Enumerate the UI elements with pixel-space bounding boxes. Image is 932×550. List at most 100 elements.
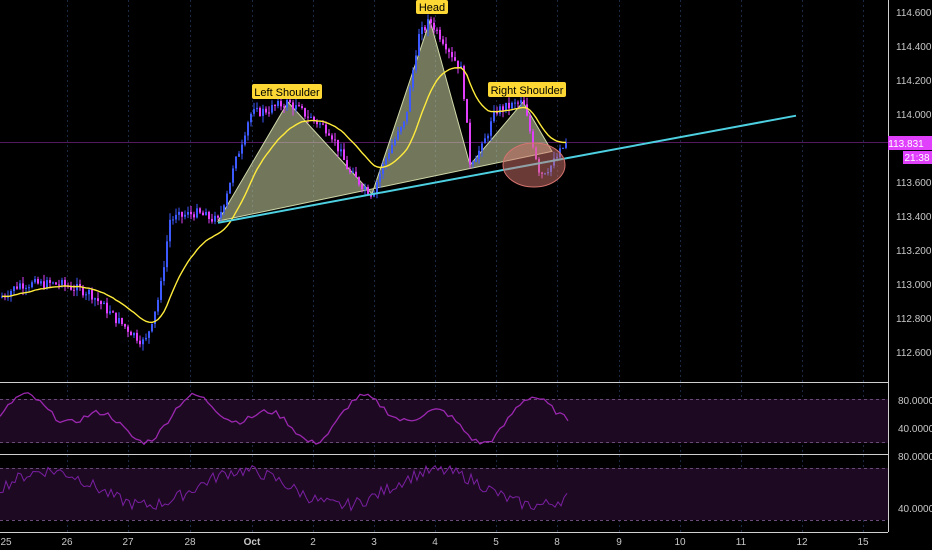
candle-body bbox=[133, 332, 135, 336]
candle-body bbox=[34, 279, 36, 283]
candle-body bbox=[406, 111, 408, 122]
candle-body bbox=[199, 208, 201, 213]
candle-body bbox=[241, 144, 243, 154]
candle-body bbox=[511, 102, 513, 109]
candle-body bbox=[115, 312, 117, 324]
candle-body bbox=[421, 27, 423, 35]
current-price-tag: 113.831 21:38 bbox=[888, 136, 932, 164]
candle-body bbox=[55, 282, 57, 285]
oscillator-2-line bbox=[0, 464, 568, 512]
candle-body bbox=[475, 158, 477, 163]
candle-body bbox=[301, 106, 303, 108]
date-label: 25 bbox=[0, 537, 12, 548]
price-tick: 112.800 bbox=[896, 314, 932, 325]
candle-body bbox=[484, 138, 486, 144]
candle-body bbox=[223, 205, 225, 212]
candle-body bbox=[256, 107, 258, 110]
candle-body bbox=[319, 123, 321, 125]
date-label: 10 bbox=[674, 537, 686, 548]
candle-body bbox=[202, 212, 204, 216]
candle-body bbox=[493, 111, 495, 122]
candle-body bbox=[181, 211, 183, 217]
candle-body bbox=[244, 135, 246, 145]
candle-body bbox=[526, 104, 528, 116]
candle-body bbox=[205, 211, 207, 216]
candle-body bbox=[412, 70, 414, 88]
candle-body bbox=[367, 187, 369, 195]
osc1-band bbox=[0, 399, 888, 443]
candle-body bbox=[337, 139, 339, 152]
candle-body bbox=[430, 19, 432, 23]
candle-body bbox=[253, 109, 255, 114]
candle-body bbox=[355, 171, 357, 178]
candle-body bbox=[313, 116, 315, 121]
osc2-tick: 80.0000 bbox=[898, 452, 932, 463]
candle-body bbox=[358, 177, 360, 185]
candle-body bbox=[217, 215, 219, 218]
candle-body bbox=[49, 280, 51, 283]
current-price-label: 113.831 bbox=[888, 139, 924, 150]
candle-body bbox=[196, 208, 198, 218]
candle-body bbox=[139, 340, 141, 345]
candle-body bbox=[169, 219, 171, 242]
candle-body bbox=[79, 284, 81, 288]
date-label: 5 bbox=[493, 537, 499, 548]
date-label: 3 bbox=[371, 537, 377, 548]
candle-body bbox=[247, 122, 249, 136]
candle-body bbox=[364, 187, 366, 190]
candle-body bbox=[466, 98, 468, 123]
date-label: 27 bbox=[122, 537, 134, 548]
candle-body bbox=[523, 100, 525, 105]
price-tick: 113.400 bbox=[896, 212, 932, 223]
candle-body bbox=[277, 101, 279, 107]
candle-body bbox=[448, 49, 450, 52]
candle-body bbox=[385, 158, 387, 165]
candle-body bbox=[208, 211, 210, 219]
candle-body bbox=[562, 147, 564, 149]
date-label: 8 bbox=[554, 537, 560, 548]
candle-body bbox=[229, 182, 231, 194]
candle-body bbox=[238, 153, 240, 157]
annotation-left-shoulder: Left Shoulder bbox=[252, 84, 322, 99]
candle-body bbox=[58, 284, 60, 286]
candle-body bbox=[433, 22, 435, 30]
date-label: 9 bbox=[616, 537, 622, 548]
moving-average-line bbox=[1, 66, 567, 324]
candle-body bbox=[136, 332, 138, 341]
candle-body bbox=[145, 337, 147, 340]
candle-body bbox=[112, 311, 114, 313]
candle-body bbox=[127, 326, 129, 332]
candle-body bbox=[418, 34, 420, 56]
candle-body bbox=[262, 108, 264, 116]
candle-body bbox=[187, 211, 189, 215]
candle-body bbox=[25, 287, 27, 289]
candle-body bbox=[463, 66, 465, 99]
candle-body bbox=[517, 102, 519, 104]
candle-body bbox=[331, 135, 333, 140]
candle-body bbox=[394, 139, 396, 146]
candle-body bbox=[271, 105, 273, 113]
candle-body bbox=[499, 106, 501, 114]
candle-body bbox=[124, 324, 126, 327]
candle-body bbox=[400, 126, 402, 132]
candle-body bbox=[346, 160, 348, 170]
candle-body bbox=[472, 162, 474, 165]
candle-body bbox=[13, 286, 15, 292]
oscillator-1-line bbox=[0, 392, 569, 446]
candle-body bbox=[565, 142, 567, 148]
candle-body bbox=[307, 116, 309, 118]
annotation-head-label: Head bbox=[419, 2, 445, 14]
candle-body bbox=[22, 283, 24, 289]
date-label: 11 bbox=[736, 537, 747, 548]
candle-body bbox=[235, 156, 237, 169]
candle-body bbox=[268, 112, 270, 114]
candle-body bbox=[85, 294, 87, 296]
price-tick: 114.400 bbox=[896, 42, 932, 53]
candle-body bbox=[292, 102, 294, 110]
candle-body bbox=[154, 311, 156, 324]
candle-body bbox=[148, 331, 150, 338]
candle-body bbox=[94, 298, 96, 300]
candle-body bbox=[445, 43, 447, 50]
candle-body bbox=[232, 168, 234, 183]
